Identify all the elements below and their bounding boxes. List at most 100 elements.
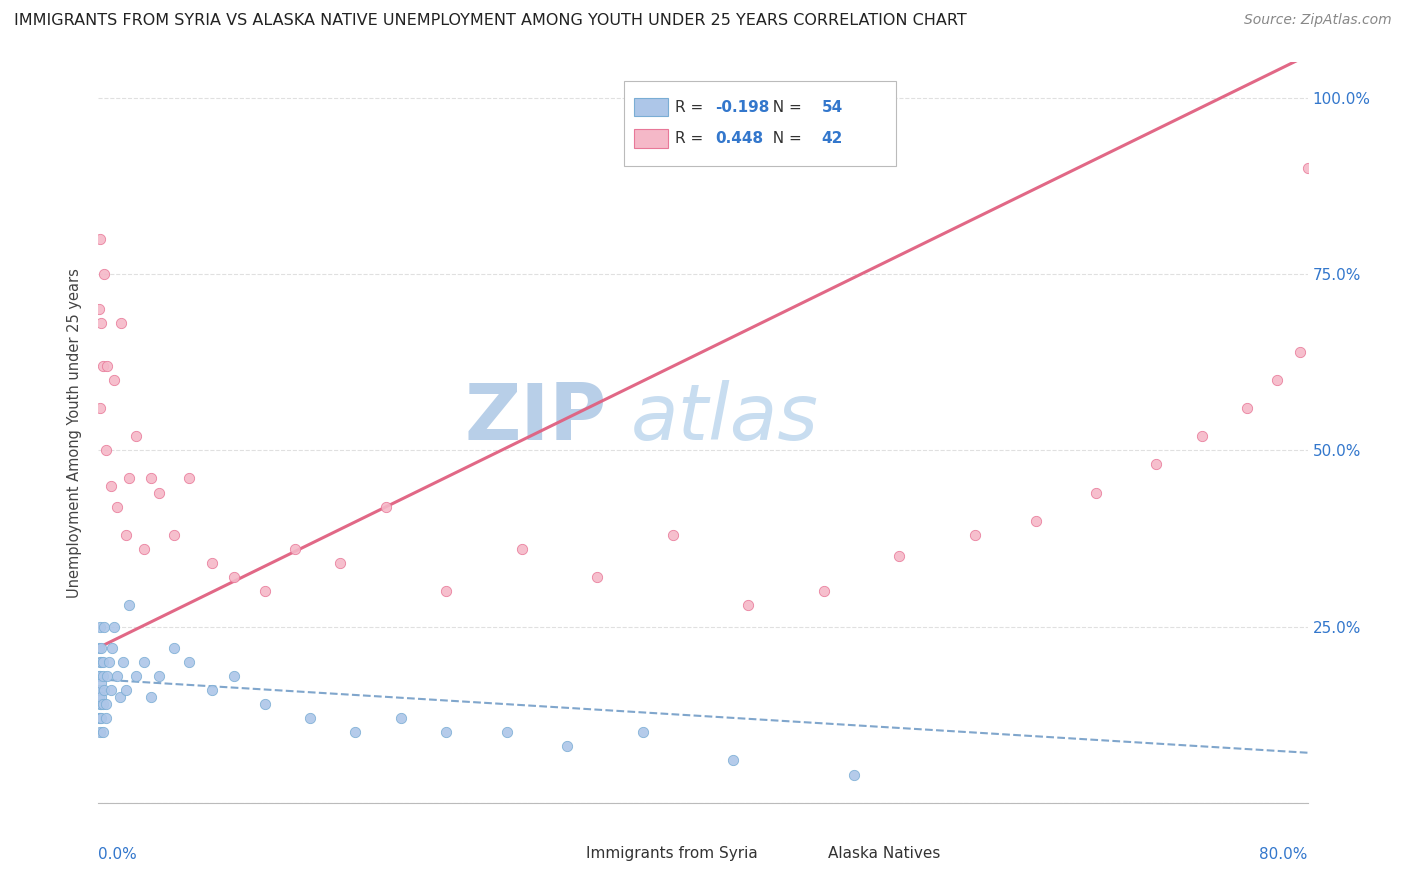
Point [89,655,111,669]
Point [125,429,148,443]
Point [141,690,163,704]
Point [495,725,517,739]
Point [1024,514,1046,528]
Point [94,443,117,458]
FancyBboxPatch shape [634,129,668,147]
Point [118,599,141,613]
Point [111,655,134,669]
Point [284,541,307,556]
Point [90,697,112,711]
Point [103,373,125,387]
Point [89,619,111,633]
FancyBboxPatch shape [546,846,579,862]
Point [737,599,759,613]
Point [89,711,111,725]
Point [101,640,124,655]
Text: N =: N = [763,100,807,115]
Point [100,478,122,492]
Point [90,655,112,669]
Point [141,471,163,485]
FancyBboxPatch shape [787,846,821,862]
Text: 0.0%: 0.0% [98,847,138,863]
Point [100,683,122,698]
Text: N =: N = [763,131,807,146]
Point [89,640,111,655]
Point [91,359,114,373]
Point [224,669,246,683]
Text: ZIP: ZIP [464,380,606,456]
Point [329,556,352,570]
Point [89,232,111,246]
FancyBboxPatch shape [634,98,668,117]
Point [96,359,118,373]
Point [89,725,111,739]
Point [89,683,111,698]
Point [723,754,745,768]
Point [299,711,322,725]
Text: Immigrants from Syria: Immigrants from Syria [586,847,758,862]
Point [87,669,110,683]
Point [103,619,125,633]
Text: -0.198: -0.198 [716,100,769,115]
Point [89,669,111,683]
Point [148,669,170,683]
Point [1144,458,1167,472]
Point [344,725,367,739]
Point [118,471,141,485]
Point [1267,373,1289,387]
Point [555,739,578,754]
Point [125,669,148,683]
Point [844,767,866,781]
Point [110,316,132,330]
Point [89,697,111,711]
Point [105,669,128,683]
Point [94,697,117,711]
Point [91,697,114,711]
Point [91,725,114,739]
Point [253,584,276,599]
Point [148,485,170,500]
Point [1236,401,1258,415]
Point [374,500,396,514]
Text: R =: R = [675,131,709,146]
Point [89,683,111,698]
Point [90,640,112,655]
Point [93,619,115,633]
Point [224,570,246,584]
Point [93,683,115,698]
Point [1085,485,1108,500]
Text: Source: ZipAtlas.com: Source: ZipAtlas.com [1244,13,1392,28]
Point [89,302,111,317]
Point [114,528,136,542]
Point [163,528,186,542]
Point [90,316,112,330]
Point [434,584,457,599]
Point [586,570,609,584]
Point [201,556,224,570]
Point [179,471,201,485]
Y-axis label: Unemployment Among Youth under 25 years: Unemployment Among Youth under 25 years [67,268,83,598]
Text: 0.448: 0.448 [716,131,763,146]
Text: 54: 54 [821,100,842,115]
Point [253,697,276,711]
Point [434,725,457,739]
Point [965,528,987,542]
Point [98,655,121,669]
Point [132,541,155,556]
Point [889,549,911,563]
Point [93,267,115,281]
Point [1191,429,1213,443]
Text: atlas: atlas [630,380,818,456]
Point [96,669,118,683]
Point [90,676,112,690]
Text: IMMIGRANTS FROM SYRIA VS ALASKA NATIVE UNEMPLOYMENT AMONG YOUTH UNDER 25 YEARS C: IMMIGRANTS FROM SYRIA VS ALASKA NATIVE U… [14,13,967,29]
Point [89,401,111,415]
Point [1289,344,1312,359]
Point [105,500,128,514]
Point [631,725,654,739]
Point [510,541,533,556]
Text: 80.0%: 80.0% [1260,847,1308,863]
Point [813,584,835,599]
Point [163,640,186,655]
Point [89,711,111,725]
